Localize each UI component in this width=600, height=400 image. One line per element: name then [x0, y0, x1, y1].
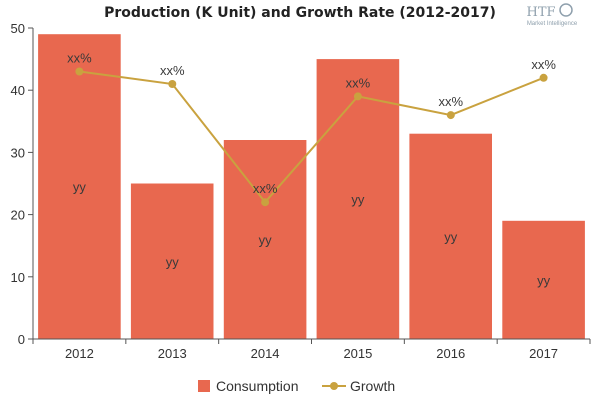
plot-area: yy yy yy yy yy yy 0 10 20 30 40 50 2012 2013 2014 2015… — [11, 21, 591, 361]
x-tick-label-2015: 2015 — [343, 346, 372, 361]
bar-2017 — [502, 220, 585, 339]
growth-label-2012: xx% — [67, 51, 92, 66]
chart-title: Production (K Unit) and Growth Rate (201… — [104, 5, 496, 21]
y-tick-label-0: 0 — [18, 332, 25, 347]
growth-point-2012 — [75, 67, 84, 76]
x-tick-label-2016: 2016 — [436, 346, 465, 361]
bar-2014 — [223, 140, 307, 339]
growth-point-2013 — [168, 80, 177, 88]
y-tick-label-20: 20 — [11, 208, 25, 223]
legend: Consumption Growth — [198, 378, 395, 394]
growth-point-2016 — [446, 111, 455, 120]
bar-2016 — [409, 133, 492, 339]
legend-growth-label: Growth — [350, 378, 395, 394]
x-tick-label-2012: 2012 — [65, 346, 94, 361]
y-tick-label-40: 40 — [11, 83, 25, 98]
bar-2013 — [130, 183, 214, 339]
logo-text: HTF — [526, 5, 555, 20]
growth-line — [79, 70, 544, 204]
legend-growth-marker — [330, 382, 338, 390]
bar-label-2015: yy — [351, 192, 365, 207]
globe-icon — [559, 3, 573, 17]
bar-labels: yy yy yy yy yy yy — [73, 180, 551, 288]
growth-label-2015: xx% — [346, 75, 371, 90]
growth-point-2014 — [261, 198, 270, 207]
legend-consumption-label: Consumption — [216, 378, 299, 394]
bar-label-2017: yy — [537, 273, 551, 288]
bar-2012 — [38, 34, 121, 339]
bar-2015 — [316, 59, 400, 339]
growth-label-2016: xx% — [439, 94, 464, 109]
y-tick-label-30: 30 — [11, 145, 25, 160]
growth-labels: xx% xx% xx% xx% xx% xx% — [67, 51, 556, 197]
htf-logo: HTF Market Intelligence — [526, 3, 578, 27]
x-tick-label-2013: 2013 — [158, 346, 187, 361]
axes: 0 10 20 30 40 50 2012 2013 2014 2015 2016 2017 — [11, 21, 591, 361]
growth-label-2013: xx% — [160, 63, 185, 78]
growth-label-2014: xx% — [253, 181, 278, 196]
y-tick-label-10: 10 — [11, 270, 25, 285]
bar-label-2013: yy — [166, 254, 180, 269]
growth-point-2015 — [353, 92, 362, 101]
bar-label-2016: yy — [444, 229, 458, 244]
y-tick-label-50: 50 — [11, 21, 25, 36]
growth-line-layer — [75, 67, 548, 207]
bar-label-2014: yy — [259, 233, 273, 248]
x-tick-label-2014: 2014 — [251, 346, 280, 361]
growth-point-2017 — [539, 73, 548, 82]
growth-label-2017: xx% — [531, 57, 556, 72]
logo-subtext: Market Intelligence — [527, 21, 578, 27]
x-tick-label-2017: 2017 — [529, 346, 558, 361]
legend-consumption-swatch — [198, 380, 210, 392]
bars — [38, 34, 585, 339]
bar-label-2012: yy — [73, 180, 87, 195]
